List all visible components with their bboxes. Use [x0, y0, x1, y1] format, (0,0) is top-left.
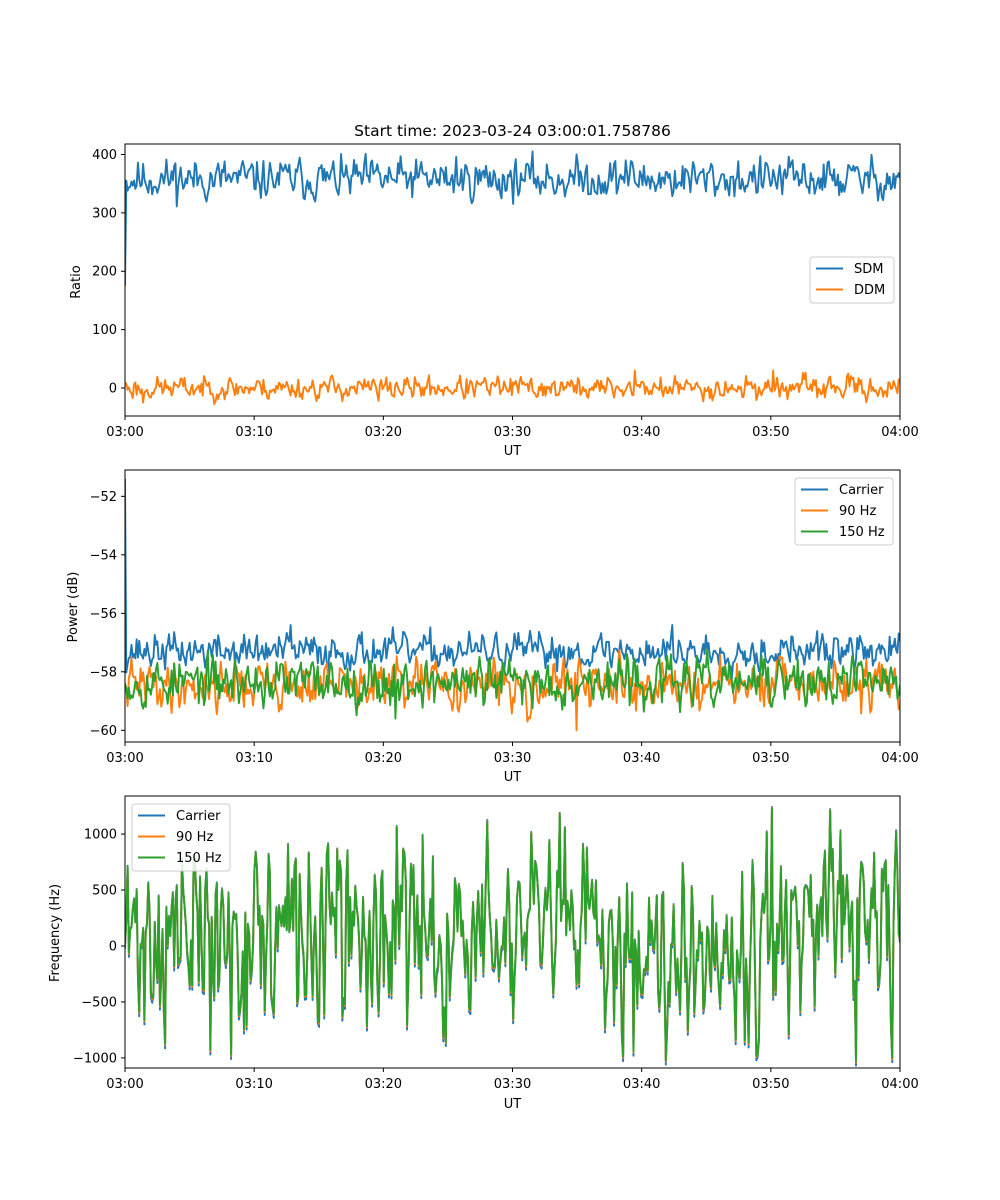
power-series-150-hz: [125, 648, 900, 720]
ratio-x-tick-label: 03:00: [106, 425, 143, 440]
frequency-y-axis-label: Frequency (Hz): [48, 884, 63, 982]
frequency-legend-label-90-hz: 90 Hz: [176, 830, 213, 845]
power-legend-label-150-hz: 150 Hz: [839, 525, 885, 540]
frequency-y-tick-label: −500: [81, 995, 117, 1010]
frequency-y-tick-label: 0: [109, 939, 117, 954]
power-y-tick-label: −56: [90, 607, 117, 622]
frequency-legend-box: [131, 803, 231, 872]
ratio-y-tick-label: 300: [92, 206, 117, 221]
ratio-series-ddm: [125, 369, 900, 406]
frequency-y-tick-label: −1000: [73, 1051, 117, 1066]
power-y-tick-label: −54: [90, 548, 117, 563]
power-x-tick-label: 03:50: [752, 751, 789, 766]
frequency-x-tick-label: 03:30: [494, 1077, 531, 1092]
ratio-legend: SDM DDM: [809, 256, 895, 304]
ratio-x-axis-label: UT: [504, 444, 522, 459]
ratio-x-tick-label: 03:10: [235, 425, 272, 440]
power-legend-box: [794, 477, 894, 546]
frequency-x-tick-label: 04:00: [881, 1077, 918, 1092]
power-x-tick-label: 03:40: [623, 751, 660, 766]
frequency-x-tick-label: 03:40: [623, 1077, 660, 1092]
frequency-y-tick-label: 1000: [84, 828, 117, 843]
frequency-series-150-hz: [125, 807, 900, 1063]
ratio-x-tick-label: 03:50: [752, 425, 789, 440]
power-y-axis-label: Power (dB): [66, 572, 81, 643]
frequency-x-tick-label: 03:10: [235, 1077, 272, 1092]
ratio-x-tick-label: 03:20: [365, 425, 402, 440]
power-y-tick-label: −60: [90, 724, 117, 739]
power-legend: Carrier 90 Hz 150 Hz: [794, 477, 894, 546]
ratio-x-tick-label: 03:40: [623, 425, 660, 440]
frequency-legend: Carrier 90 Hz 150 Hz: [131, 803, 231, 872]
frequency-x-tick-label: 03:20: [365, 1077, 402, 1092]
frequency-legend-label-150-hz: 150 Hz: [176, 851, 222, 866]
power-x-tick-label: 03:10: [235, 751, 272, 766]
power-series-carrier: [125, 478, 900, 680]
power-legend-label-90-hz: 90 Hz: [839, 504, 876, 519]
power-x-tick-label: 03:00: [106, 751, 143, 766]
ratio-legend-label-ddm: DDM: [854, 283, 885, 298]
power-x-tick-label: 04:00: [881, 751, 918, 766]
ratio-y-tick-label: 0: [109, 381, 117, 396]
frequency-y-tick-label: 500: [92, 884, 117, 899]
power-y-tick-label: −52: [90, 490, 117, 505]
ratio-y-tick-label: 200: [92, 265, 117, 280]
frequency-legend-label-carrier: Carrier: [176, 809, 221, 824]
frequency-x-tick-label: 03:50: [752, 1077, 789, 1092]
power-y-tick-label: −58: [90, 665, 117, 680]
frequency-x-axis-label: UT: [504, 1097, 522, 1112]
ratio-x-tick-label: 04:00: [881, 425, 918, 440]
power-x-tick-label: 03:20: [365, 751, 402, 766]
power-legend-label-carrier: Carrier: [839, 483, 884, 498]
power-x-axis-label: UT: [504, 770, 522, 785]
ratio-panel: UT Ratio 03:00 03:10 03:20 03:30 03:40 03:50 0…: [69, 143, 919, 459]
ratio-x-tick-label: 03:30: [494, 425, 531, 440]
ratio-legend-label-sdm: SDM: [854, 262, 883, 277]
ratio-y-tick-label: 400: [92, 148, 117, 163]
ratio-y-axis-label: Ratio: [69, 265, 84, 298]
frequency-panel: UT Frequency (Hz) 03:00 03:10 03:20 03:30 03…: [48, 795, 919, 1112]
frequency-x-tick-label: 03:00: [106, 1077, 143, 1092]
ratio-series-sdm: [125, 150, 900, 286]
power-panel: UT Power (dB) 03:00 03:10 03:20 03:30 03:40 0…: [66, 469, 919, 785]
power-x-tick-label: 03:30: [494, 751, 531, 766]
ratio-y-tick-label: 100: [92, 323, 117, 338]
figure-title: Start time: 2023-03-24 03:00:01.758786: [354, 122, 671, 140]
